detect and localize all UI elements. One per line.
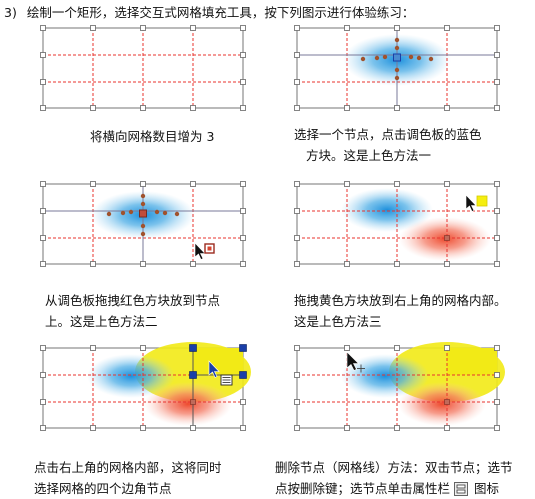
exercise-instruction: 绘制一个矩形，选择交互式网格填充工具，按下列图示进行体验练习： bbox=[26, 5, 415, 20]
step-2-figure bbox=[294, 25, 500, 111]
node-select-cursor-icon bbox=[346, 351, 365, 373]
step-6-caption: 删除节点（网格线）方法：双击节点；选节 点按删除键；选节点单击属性栏 图标 bbox=[275, 460, 513, 496]
delete-node-toolbar-icon bbox=[454, 482, 468, 496]
step-1-caption: 将横向网格数目增为 3 bbox=[90, 129, 215, 144]
drag-cursor-icon bbox=[194, 242, 215, 260]
step-2-caption: 选择一个节点，点击调色板的蓝色 方块。这是上色方法一 bbox=[294, 127, 482, 163]
drag-cursor-icon bbox=[465, 194, 488, 212]
step-4-caption: 拖拽黄色方块放到右上角的网格内部。 这是上色方法三 bbox=[294, 293, 507, 329]
step-3-caption: 从调色板拖拽红色方块放到节点 上。这是上色方法二 bbox=[45, 293, 221, 329]
step-3-figure bbox=[40, 181, 246, 267]
step-5-figure bbox=[40, 342, 251, 431]
exercise-number: 3) bbox=[4, 5, 17, 20]
step-4-figure bbox=[294, 181, 500, 267]
mesh-pick-cursor-icon bbox=[208, 360, 233, 386]
exercise-heading: 3) 绘制一个矩形，选择交互式网格填充工具，按下列图示进行体验练习： bbox=[4, 2, 414, 21]
step-1-figure bbox=[40, 25, 246, 111]
step-5-caption: 点击右上角的网格内部，这将同时 选择网格的四个边角节点 bbox=[34, 460, 222, 496]
step-6-figure bbox=[294, 342, 505, 431]
